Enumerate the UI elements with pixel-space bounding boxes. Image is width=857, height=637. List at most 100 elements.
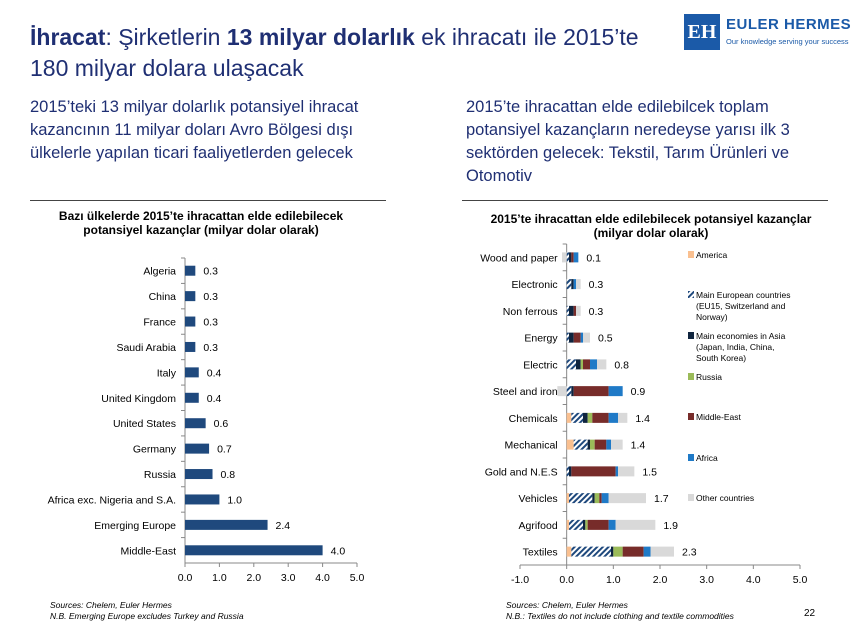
bar-segment-africa <box>606 439 611 450</box>
right-stacked-bar-chart: Wood and paper 0.1 Electronic 0.3 Non ferrou… <box>480 243 808 586</box>
page-title: İhracat: Şirketlerin 13 milyar dolarlık … <box>30 22 670 84</box>
bar-segment-asia <box>569 466 572 477</box>
bar-segment-russia <box>585 519 588 530</box>
logo-mark-icon: EH <box>684 14 720 50</box>
bar-segment-main_european <box>566 305 569 316</box>
bar-segment-other <box>557 386 567 397</box>
bar-segment-africa <box>573 279 576 290</box>
data-label: 0.8 <box>221 469 236 481</box>
legend-swatch-other <box>688 494 694 501</box>
bar-segment-asia <box>569 332 574 343</box>
legend-label-america: America <box>696 250 727 260</box>
data-label: 1.4 <box>635 413 650 425</box>
bar <box>185 418 206 429</box>
bar-segment-middle_east <box>599 493 602 504</box>
bar-segment-africa <box>608 412 618 423</box>
category-label: Algeria <box>143 266 176 278</box>
data-label: 1.5 <box>642 466 657 478</box>
euler-hermes-logo: EH EULER HERMES Our knowledge serving yo… <box>684 14 851 54</box>
category-label: Steel and iron <box>493 386 558 398</box>
bar-segment-other <box>650 546 674 557</box>
data-label: 0.3 <box>589 306 604 318</box>
logo-name: EULER HERMES <box>726 16 852 33</box>
bar-segment-america <box>566 546 572 557</box>
bar-segment-other <box>611 439 623 450</box>
legend-swatch-america <box>688 251 694 258</box>
x-tick-label: 4.0 <box>315 572 330 584</box>
bar-segment-main_european <box>573 439 588 450</box>
x-tick-label: 2.0 <box>246 572 261 584</box>
x-tick-label: 4.0 <box>746 574 761 586</box>
x-tick-label: 0.0 <box>559 574 574 586</box>
left-nb: N.B. Emerging Europe excludes Turkey and… <box>50 611 244 621</box>
bar-segment-other <box>583 332 590 343</box>
bar-segment-america <box>566 493 569 504</box>
bar-segment-russia <box>590 439 595 450</box>
data-label: 0.4 <box>207 367 222 379</box>
bar-segment-middle_east <box>594 439 607 450</box>
category-label: Wood and paper <box>480 252 558 264</box>
data-label: 1.0 <box>227 494 242 506</box>
logo-tagline: Our knowledge serving your success <box>726 37 849 46</box>
bar <box>185 494 220 505</box>
data-label: 0.4 <box>207 393 222 405</box>
bar <box>185 545 323 556</box>
bar <box>185 367 199 378</box>
bar-segment-main_european <box>566 359 576 370</box>
bar-segment-other <box>576 305 581 316</box>
category-label: United Kingdom <box>101 393 176 405</box>
data-label: 0.3 <box>589 279 604 291</box>
data-label: 0.1 <box>586 252 601 264</box>
category-label: China <box>149 291 177 303</box>
right-subtitle: 2015’te ihracattan elde edilebilcek topl… <box>466 98 790 185</box>
x-tick-label: 5.0 <box>350 572 365 584</box>
bar <box>185 519 268 530</box>
right-divider <box>462 200 828 201</box>
bar <box>185 392 199 403</box>
bar-segment-other <box>615 519 656 530</box>
category-label: Africa exc. Nigeria and S.A. <box>48 494 176 506</box>
left-footnote: Sources: Chelem, Euler Hermes N.B. Emerg… <box>50 600 244 622</box>
data-label: 0.3 <box>203 266 218 278</box>
bar-segment-middle_east <box>583 359 590 370</box>
title-keyword: İhracat <box>30 24 106 50</box>
data-label: 0.7 <box>217 444 232 456</box>
legend-swatch-russia <box>688 373 694 380</box>
left-bar-chart: Algeria 0.3 China 0.3 France 0.3 Saudi Arabia 0… <box>48 257 365 584</box>
right-chart-title: 2015’te ihracattan elde edilebilecek pot… <box>490 212 812 240</box>
bar-segment-america <box>566 519 569 530</box>
bar-segment-main_european <box>566 386 572 397</box>
category-label: Electronic <box>512 279 558 291</box>
left-chart-title: Bazı ülkelerde 2015’te ihracattan elde e… <box>58 209 344 237</box>
bar-segment-asia <box>571 279 574 290</box>
bar-segment-middle_east <box>587 519 609 530</box>
legend-swatch-main_european <box>688 291 694 298</box>
legend-label-russia: Russia <box>696 372 722 382</box>
bar-segment-africa <box>573 252 579 263</box>
bar-segment-middle_east <box>573 305 576 316</box>
bar-segment-asia <box>583 412 588 423</box>
category-label: Agrifood <box>519 520 558 532</box>
category-label: Mechanical <box>505 440 558 452</box>
x-tick-label: 5.0 <box>793 574 808 586</box>
data-label: 0.5 <box>598 333 613 345</box>
data-label: 0.6 <box>214 418 229 430</box>
bar-segment-russia <box>580 359 583 370</box>
bar-segment-africa <box>608 386 623 397</box>
data-label: 0.3 <box>203 342 218 354</box>
bar-segment-other <box>562 252 567 263</box>
bar-segment-russia <box>587 412 593 423</box>
legend-label-other: Other countries <box>696 493 754 503</box>
bar-segment-america <box>566 412 572 423</box>
category-label: Energy <box>524 333 558 345</box>
category-label: Textiles <box>523 547 558 559</box>
data-label: 4.0 <box>331 545 346 557</box>
title-text: : Şirketlerin <box>105 24 227 50</box>
bar-segment-main_european <box>566 279 572 290</box>
data-label: 1.9 <box>663 520 678 532</box>
bar-segment-africa <box>601 493 609 504</box>
left-source: Sources: Chelem, Euler Hermes <box>50 600 172 610</box>
category-label: United States <box>113 418 176 430</box>
legend-label-main_european: Main European countries (EU15, Switzerlan… <box>696 290 791 322</box>
bar-segment-asia <box>583 519 586 530</box>
